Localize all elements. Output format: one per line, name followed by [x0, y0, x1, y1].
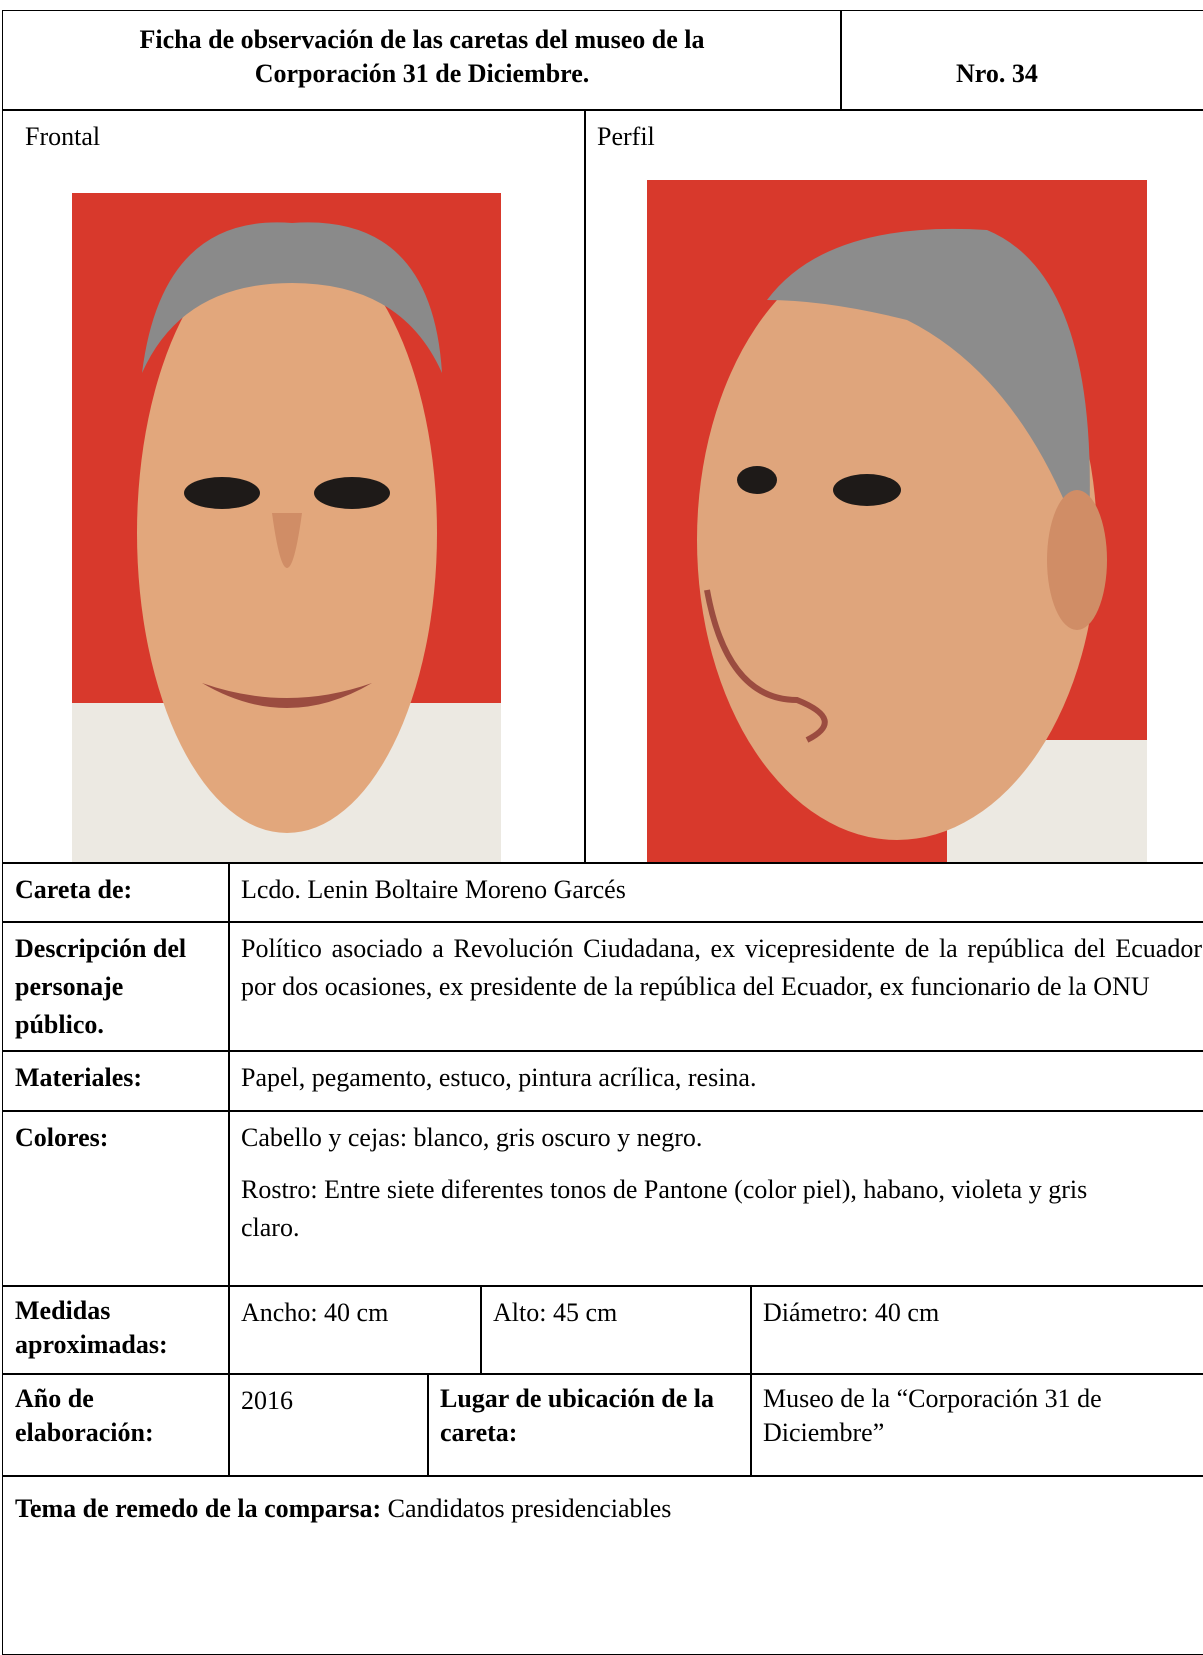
- field-value: Lcdo. Lenin Boltaire Moreno Garcés: [228, 862, 1203, 923]
- field-value: Papel, pegamento, estuco, pintura acríli…: [228, 1050, 1203, 1112]
- number-cell: Nro. 34: [840, 10, 1203, 111]
- field-label: Medidas aproximadas:: [2, 1285, 230, 1375]
- field-value: 2016: [228, 1373, 429, 1477]
- field-value: Político asociado a Revolución Ciudadana…: [228, 921, 1203, 1052]
- title-line: Corporación 31 de Diciembre.: [254, 59, 590, 88]
- field-label: Lugar de ubicación de la careta:: [427, 1373, 752, 1477]
- sheet-number: Nro. 34: [956, 59, 1038, 88]
- field-value: Ancho: 40 cm: [228, 1285, 482, 1375]
- field-value: Museo de la “Corporación 31 de Diciembre…: [750, 1373, 1203, 1477]
- paragraph: Cabello y cejas: blanco, gris oscuro y n…: [241, 1123, 703, 1152]
- field-label: Año de elaboración:: [2, 1373, 230, 1477]
- field-value: Cabello y cejas: blanco, gris oscuro y n…: [228, 1110, 1203, 1287]
- field-label: Tema de remedo de la comparsa:: [15, 1494, 382, 1523]
- profile-label: Perfil: [597, 122, 655, 151]
- field-value: Diámetro: 40 cm: [750, 1285, 1203, 1375]
- title-cell: Ficha de observación de las caretas del …: [2, 10, 842, 111]
- profile-photo: [647, 180, 1147, 863]
- field-label: Careta de:: [2, 862, 230, 923]
- field-value: Alto: 45 cm: [480, 1285, 752, 1375]
- theme-cell: Tema de remedo de la comparsa: Candidato…: [2, 1475, 1203, 1655]
- field-label: Descripción del personaje público.: [2, 921, 230, 1052]
- field-label: Colores:: [2, 1110, 230, 1287]
- paragraph: Rostro: Entre siete diferentes tonos de …: [241, 1175, 1088, 1242]
- title-line: Ficha de observación de las caretas del …: [139, 25, 705, 54]
- profile-cell: Perfil: [584, 109, 1203, 864]
- field-label: Materiales:: [2, 1050, 230, 1112]
- frontal-label: Frontal: [25, 122, 101, 151]
- frontal-photo: [72, 193, 501, 863]
- field-value: Candidatos presidenciables: [387, 1494, 672, 1523]
- frontal-cell: Frontal: [2, 109, 586, 864]
